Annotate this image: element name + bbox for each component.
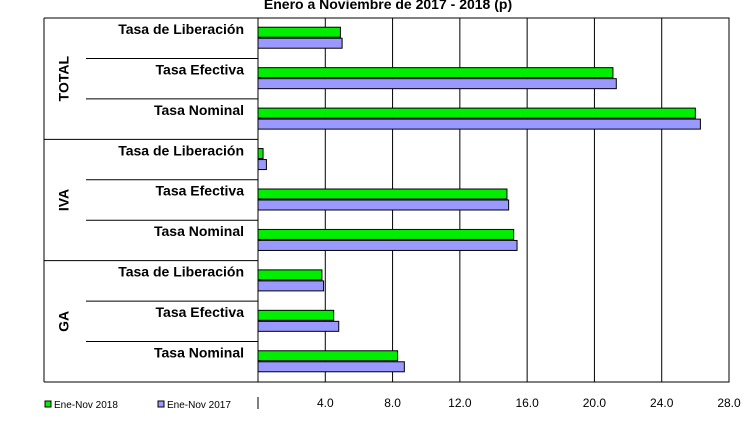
- legend-swatch: [157, 400, 165, 408]
- category-label: Tasa de Liberación: [118, 264, 244, 280]
- category-label: Tasa de Liberación: [118, 142, 244, 158]
- bar: [257, 107, 696, 119]
- category-label: Tasa de Liberación: [118, 21, 244, 37]
- bar: [257, 37, 343, 49]
- bar: [257, 67, 614, 79]
- legend-label: Ene-Nov 2017: [167, 400, 231, 411]
- category-label: Tasa Nominal: [154, 102, 244, 118]
- bar: [257, 118, 701, 130]
- bar: [257, 188, 508, 200]
- x-tick-label: 28.0: [717, 396, 741, 410]
- x-tick-label: 24.0: [650, 396, 674, 410]
- bar: [257, 78, 617, 90]
- group-label: IVA: [56, 189, 72, 211]
- x-tick-label: 20.0: [583, 396, 607, 410]
- category-label: Tasa Nominal: [154, 344, 244, 360]
- bar: [257, 228, 515, 240]
- bar: [257, 309, 335, 321]
- legend-swatch: [44, 400, 52, 408]
- bar: [257, 361, 405, 373]
- bar: [257, 320, 340, 332]
- legend-label: Ene-Nov 2018: [54, 400, 118, 411]
- bar: [257, 269, 323, 281]
- x-tick-label: 12.0: [448, 396, 472, 410]
- category-label: Tasa Efectiva: [156, 183, 245, 199]
- bar: [257, 350, 399, 362]
- x-tick-label: 4.0: [317, 396, 334, 410]
- x-tick-label: 8.0: [384, 396, 401, 410]
- bar: [257, 280, 325, 292]
- bar: [257, 148, 264, 160]
- group-label: GA: [56, 311, 72, 332]
- bar: [257, 26, 341, 38]
- bar: [257, 239, 518, 251]
- bar: [257, 159, 267, 171]
- bar: [257, 199, 510, 211]
- x-tick-label: 16.0: [515, 396, 539, 410]
- category-label: Tasa Efectiva: [156, 61, 245, 77]
- group-label: TOTAL: [56, 56, 72, 102]
- category-label: Tasa Nominal: [154, 223, 244, 239]
- chart-title: Enero a Noviembre de 2017 - 2018 (p): [264, 0, 512, 12]
- category-label: Tasa Efectiva: [156, 304, 245, 320]
